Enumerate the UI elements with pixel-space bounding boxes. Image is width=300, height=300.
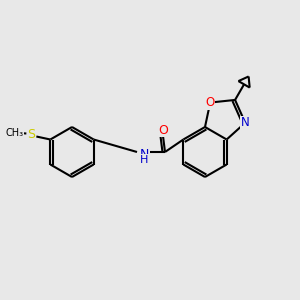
Text: O: O: [158, 124, 168, 136]
Text: O: O: [206, 96, 215, 109]
Text: S: S: [27, 128, 35, 141]
Text: N: N: [139, 148, 149, 160]
Text: CH₃: CH₃: [5, 128, 23, 137]
Text: H: H: [140, 155, 148, 165]
Text: N: N: [241, 116, 250, 129]
